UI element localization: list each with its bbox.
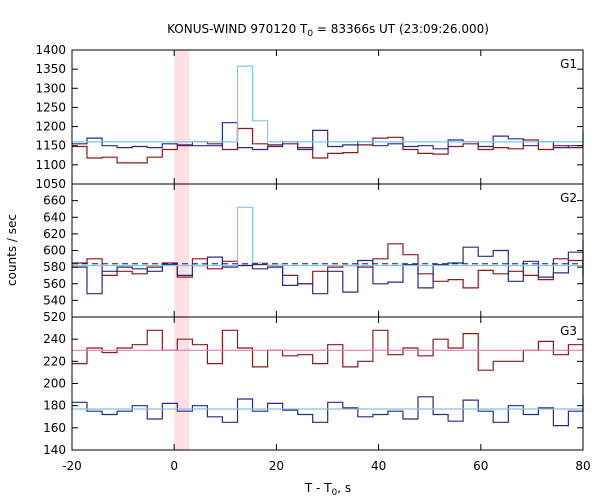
chart-title-subscript: 0 [307,29,313,39]
panel-g2-series-2-light-blue-line [72,206,583,267]
plot-area: 10501100115012001250130013501400G1520540… [35,43,590,473]
panel-g2-y-tick-label: 520 [43,310,66,324]
panel-g3-y-tick-label: 160 [43,421,66,435]
chart-title-rest: = 83366s UT (23:09:26.000) [313,22,489,36]
panel-g2-y-tick-label: 620 [43,227,66,241]
x-axis-label: T - T0, s [304,481,351,498]
y-axis-label: counts / sec [5,214,19,286]
panel-g3-series-1-navy-line [72,394,584,427]
x-tick-label: 20 [269,459,284,473]
panel-g1-y-tick-label: 1300 [35,81,66,95]
trigger-highlight-band [174,50,190,450]
panel-g1-series-1-navy-line [72,122,584,151]
panel-g1-label: G1 [560,57,577,71]
panel-g2-y-tick-label: 600 [43,244,66,258]
panel-g3-y-tick-label: 140 [43,443,66,457]
panel-g1-frame [71,49,584,185]
x-tick-label: 40 [371,459,386,473]
panel-g3-series-0-dark-red-line [72,329,584,371]
panel-g3-label: G3 [560,324,577,338]
panel-g1-y-tick-label: 1050 [35,177,66,191]
chart-title: KONUS-WIND 970120 T0 = 83366s UT (23:09:… [167,22,489,39]
x-tick-label: 60 [473,459,488,473]
panel-g2-y-tick-label: 560 [43,277,66,291]
panel-g2-label: G2 [560,191,577,205]
panel-g2-y-tick-label: 580 [43,260,66,274]
panel-g3-y-tick-label: 200 [43,377,66,391]
panel-g1-y-tick-label: 1200 [35,120,66,134]
panel-g3-y-tick-label: 220 [43,354,66,368]
x-axis-label-main: T - T [304,481,332,495]
panel-g2-y-tick-label: 540 [43,293,66,307]
chart-title-main: KONUS-WIND 970120 T [167,22,308,36]
panel-g1-y-tick-label: 1150 [35,139,66,153]
x-axis-label-rest: , s [337,481,351,495]
panel-g3-y-tick-label: 180 [43,399,66,413]
panel-g2-y-tick-label: 640 [43,210,66,224]
panel-g1-series-2-light-blue-line [72,65,583,143]
panel-g3-y-tick-label: 240 [43,332,66,346]
panel-g1-y-tick-label: 1250 [35,100,66,114]
panel-g1-series-0-dark-red-line [72,127,583,164]
panel-g1-y-tick-label: 1400 [35,43,66,57]
x-axis-label-subscript: 0 [332,488,338,498]
panel-g3-frame [71,316,584,451]
panel-g1-y-tick-label: 1350 [35,62,66,76]
x-tick-label: -20 [62,459,82,473]
x-tick-label: 0 [170,459,178,473]
panel-g1-y-tick-label: 1100 [35,158,66,172]
panel-g2-y-tick-label: 660 [43,194,66,208]
x-tick-label: 80 [575,459,590,473]
panel-g2-series-1-navy-line [72,246,584,295]
